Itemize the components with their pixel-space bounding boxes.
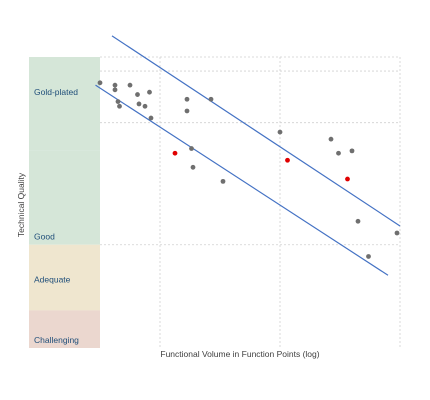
band-label-challenging: Challenging — [34, 335, 79, 345]
data-point — [208, 96, 214, 102]
data-point — [328, 136, 334, 142]
data-point — [117, 103, 122, 109]
data-point — [142, 103, 148, 109]
band-label-adequate: Adequate — [34, 275, 71, 285]
data-point — [147, 89, 152, 95]
x-axis-label: Functional Volume in Function Points (lo… — [160, 349, 319, 359]
band-adequate — [29, 244, 100, 311]
data-point — [127, 82, 133, 88]
data-point — [148, 115, 154, 121]
data-point — [394, 230, 400, 236]
highlighted-data-point — [285, 157, 290, 163]
lower-trend-line — [95, 84, 389, 276]
data-point — [136, 101, 142, 107]
band-labels: Gold-plated Good Adequate Challenging — [34, 87, 79, 345]
upper-trend-line — [111, 35, 401, 227]
data-point — [277, 129, 283, 135]
data-points — [97, 80, 400, 259]
quality-bands — [29, 57, 100, 348]
data-point — [336, 150, 341, 156]
band-gold-plated — [29, 57, 100, 151]
band-good — [29, 150, 100, 245]
highlighted-data-point — [172, 150, 178, 156]
band-challenging — [29, 310, 100, 348]
data-point — [184, 108, 190, 114]
data-point — [190, 164, 196, 170]
data-point — [112, 87, 118, 93]
data-point — [184, 96, 190, 102]
band-label-good: Good — [34, 232, 55, 242]
trend-lines — [95, 35, 401, 276]
grid-lines — [100, 56, 401, 348]
data-point — [189, 146, 194, 151]
data-point — [355, 218, 361, 224]
data-point — [220, 178, 226, 184]
highlighted-data-point — [345, 176, 350, 182]
data-point — [112, 82, 118, 88]
data-point — [349, 148, 355, 154]
data-point — [97, 80, 103, 86]
data-point — [115, 99, 121, 104]
y-axis-label: Technical Quality — [16, 172, 26, 237]
data-point — [366, 254, 371, 259]
data-point — [135, 92, 140, 97]
band-label-gold-plated: Gold-plated — [34, 87, 78, 97]
